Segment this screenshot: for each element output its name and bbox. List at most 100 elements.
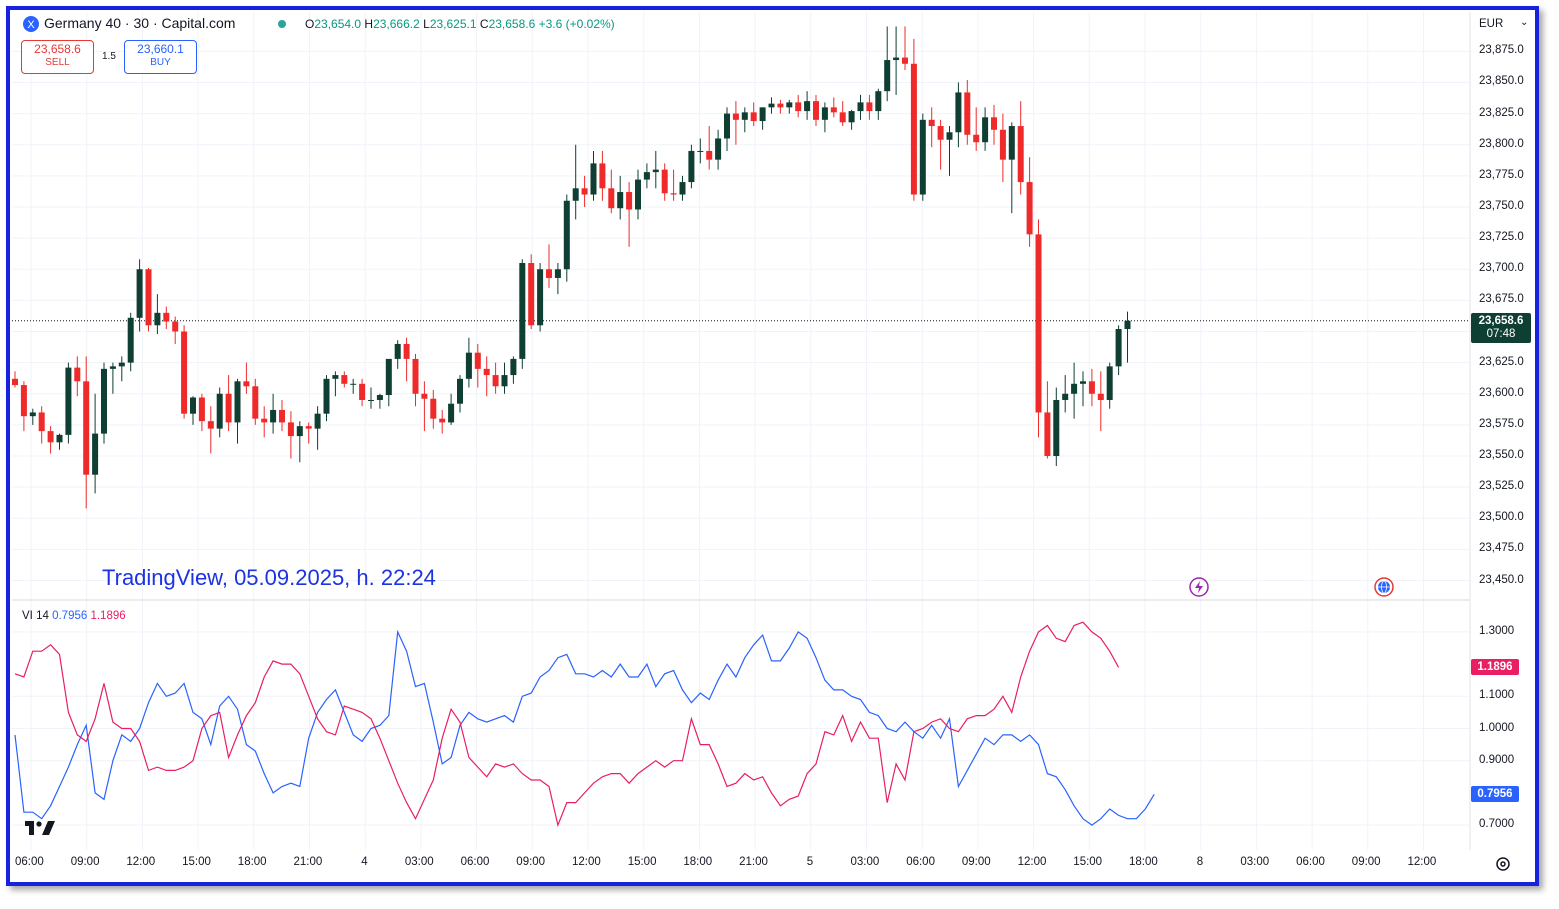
time-tick-label: 12:00 <box>126 856 156 868</box>
symbol-badge-letter: X <box>27 19 35 31</box>
candle-body <box>626 192 633 210</box>
candle-body <box>207 421 214 429</box>
candle-body <box>652 169 659 173</box>
candle-body <box>546 269 552 278</box>
watermark-text: TradingView, 05.09.2025, h. 22:24 <box>102 565 436 590</box>
candle-body <box>1008 126 1015 160</box>
tradingview-logo[interactable] <box>25 821 55 835</box>
globe-icon[interactable] <box>1374 577 1394 597</box>
time-tick-label: 03:00 <box>850 856 880 868</box>
close-value: 23,658.6 <box>488 17 536 31</box>
change-value: +3.6 (+0.02%) <box>538 17 615 31</box>
candle-body <box>65 367 72 435</box>
candle-body <box>830 107 837 113</box>
price-tick-label: 23,750.0 <box>1479 199 1524 212</box>
buy-button[interactable]: 23,660.1 BUY <box>124 40 197 74</box>
candle-body <box>501 375 508 387</box>
time-tick-label: 15:00 <box>182 856 211 868</box>
candle-body <box>875 91 882 112</box>
ohlc-legend: O23,654.0 H23,666.2 L23,625.1 C23,658.6 … <box>305 17 615 31</box>
indicator-length: 14 <box>36 610 49 622</box>
candle-body <box>688 150 695 183</box>
candle-body <box>101 368 107 434</box>
candle-body <box>1106 366 1113 400</box>
indicator-tick-label: 1.1000 <box>1479 689 1515 702</box>
candle-body <box>56 434 63 443</box>
vi-plus-legend-value: 0.7956 <box>52 610 88 622</box>
candle-body <box>795 102 802 112</box>
high-value: 23,666.2 <box>373 17 420 31</box>
bar-countdown: 07:48 <box>1486 327 1516 340</box>
candle-body <box>768 103 775 108</box>
currency-selector[interactable]: EUR ⌄ <box>1475 14 1533 36</box>
candle-body <box>314 413 321 429</box>
gear-icon[interactable] <box>1496 857 1510 871</box>
time-tick-label: 5 <box>806 856 814 868</box>
indicator-tick-label: 0.7000 <box>1479 818 1515 831</box>
vi-minus-line <box>14 621 1120 828</box>
sell-price: 23,658.6 <box>34 42 81 56</box>
candle-body <box>234 381 241 423</box>
candle-body <box>777 103 784 108</box>
candle-body <box>1097 393 1104 400</box>
candle-body <box>679 182 686 195</box>
indicator-tick-label: 0.9000 <box>1479 753 1515 766</box>
symbol-title[interactable]: Germany 40 · 30 · Capital.com <box>44 15 236 31</box>
price-tick-label: 23,450.0 <box>1479 573 1524 586</box>
candlestick-series[interactable] <box>12 26 1131 509</box>
candle-body <box>483 368 490 376</box>
candle-body <box>635 179 641 210</box>
candle-body <box>759 107 766 122</box>
candle-body <box>403 343 410 359</box>
candle-body <box>118 362 125 367</box>
candle-body <box>181 331 188 414</box>
candle-body <box>670 193 677 195</box>
last-price-tag: 23,658.6 07:48 <box>1471 312 1531 343</box>
time-tick-label: 4 <box>361 856 368 868</box>
candle-body <box>270 409 277 423</box>
time-tick-label: 09:00 <box>1351 856 1381 868</box>
candle-body <box>1088 381 1095 394</box>
candle-body <box>474 352 481 369</box>
vi-plus-line <box>14 629 1155 826</box>
time-tick-label: 21:00 <box>293 856 323 868</box>
candle-body <box>848 111 855 123</box>
price-tick-label: 23,700.0 <box>1479 262 1524 275</box>
lightning-icon[interactable] <box>1189 577 1209 597</box>
candle-body <box>955 92 962 133</box>
symbol-logo[interactable]: X <box>23 16 39 32</box>
time-tick-label: 03:00 <box>1240 856 1270 868</box>
candle-body <box>617 192 624 209</box>
candle-body <box>12 378 18 386</box>
candle-body <box>350 383 357 385</box>
candle-body <box>1115 329 1122 367</box>
buy-price: 23,660.1 <box>137 42 184 56</box>
time-tick-label: 09:00 <box>516 856 546 868</box>
candle-body <box>252 386 259 419</box>
candle-body <box>305 426 312 429</box>
candle-body <box>750 112 757 122</box>
candle-body <box>1026 182 1033 235</box>
candle-body <box>1044 412 1051 457</box>
price-tick-label: 23,800.0 <box>1479 137 1524 150</box>
candle-body <box>332 375 339 379</box>
candle-body <box>982 117 989 143</box>
price-tick-label: 23,525.0 <box>1479 480 1524 493</box>
candle-body <box>1071 383 1078 394</box>
candle-body <box>528 263 535 326</box>
candle-body <box>1053 399 1060 457</box>
candle-body <box>145 269 152 326</box>
candle-body <box>457 378 463 404</box>
chevron-down-icon: ⌄ <box>1520 17 1529 28</box>
vortex-indicator-series[interactable] <box>14 621 1155 828</box>
candle-body <box>421 393 428 399</box>
price-tick-label: 23,625.0 <box>1479 355 1524 368</box>
indicator-legend[interactable]: VI 14 0.7956 1.1896 <box>22 610 126 622</box>
vi-minus-legend-value: 1.1896 <box>90 610 126 622</box>
sell-button[interactable]: 23,658.6 SELL <box>21 40 94 74</box>
candle-body <box>287 422 294 437</box>
time-tick-label: 06:00 <box>460 856 490 868</box>
candle-body <box>385 358 392 396</box>
candle-body <box>937 126 944 140</box>
